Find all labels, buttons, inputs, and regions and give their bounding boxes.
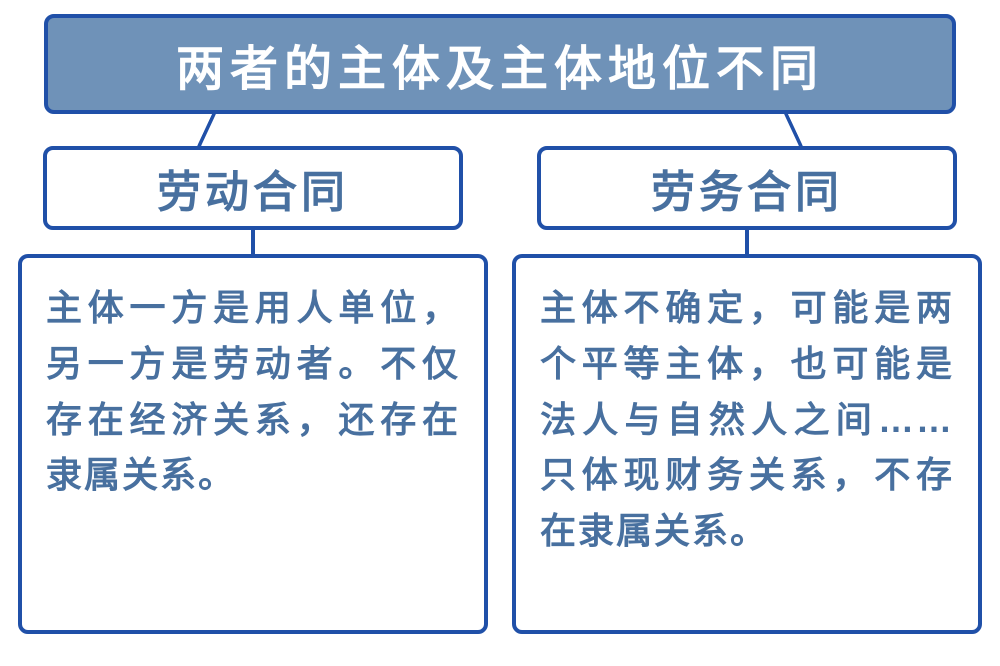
main-title-text: 两者的主体及主体地位不同 (176, 29, 824, 99)
left-description-text: 主体一方是用人单位，另一方是劳动者。不仅存在经济关系，还存在隶属关系。 (46, 287, 460, 495)
left-description-box: 主体一方是用人单位，另一方是劳动者。不仅存在经济关系，还存在隶属关系。 (18, 254, 488, 634)
connector-left (195, 112, 413, 150)
connector-vertical-left (251, 230, 255, 254)
right-description-text: 主体不确定，可能是两个平等主体，也可能是法人与自然人之间……只体现财务关系，不存… (540, 287, 954, 551)
main-title-box: 两者的主体及主体地位不同 (44, 14, 956, 114)
right-subtitle-text: 劳务合同 (651, 156, 843, 220)
connector-right (587, 112, 805, 150)
left-subtitle-box: 劳动合同 (43, 146, 463, 230)
connector-row (44, 114, 956, 150)
right-description-box: 主体不确定，可能是两个平等主体，也可能是法人与自然人之间……只体现财务关系，不存… (512, 254, 982, 634)
connector-vertical-right (745, 230, 749, 254)
diagram-container: 两者的主体及主体地位不同 劳动合同 主体一方是用人单位，另一方是劳动者。不仅存在… (18, 14, 982, 652)
columns-row: 劳动合同 主体一方是用人单位，另一方是劳动者。不仅存在经济关系，还存在隶属关系。… (18, 146, 982, 634)
right-subtitle-box: 劳务合同 (537, 146, 957, 230)
right-column: 劳务合同 主体不确定，可能是两个平等主体，也可能是法人与自然人之间……只体现财务… (512, 146, 982, 634)
left-subtitle-text: 劳动合同 (157, 156, 349, 220)
left-column: 劳动合同 主体一方是用人单位，另一方是劳动者。不仅存在经济关系，还存在隶属关系。 (18, 146, 488, 634)
